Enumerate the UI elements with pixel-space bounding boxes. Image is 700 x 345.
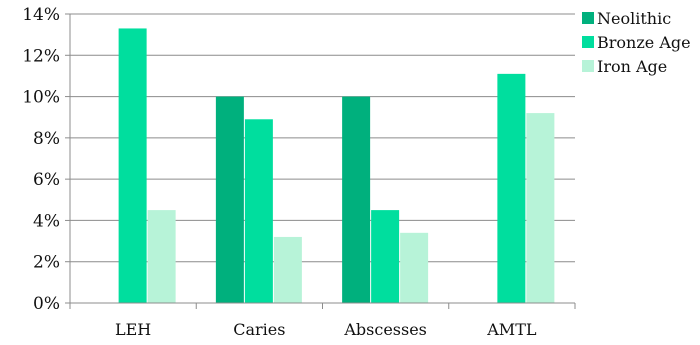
axis-labels: 0% 2% 4% 6% 8% 10% 12% 14% LEH Caries Abscesses AMT… [22, 5, 537, 339]
y-tick-label: 10% [22, 88, 60, 108]
bar-iron-age-abscesses [400, 232, 429, 303]
legend-swatch [582, 60, 594, 72]
y-tick-label: 12% [22, 46, 60, 66]
y-tick-label: 0% [33, 294, 60, 314]
bar-bronze-age-leh [118, 28, 147, 303]
y-tick-label: 6% [33, 170, 60, 190]
legend-label: Iron Age [597, 57, 667, 76]
bar-neolithic-abscesses [342, 96, 371, 303]
bar-iron-age-leh [147, 210, 176, 303]
bar-iron-age-amtl [526, 113, 555, 303]
x-category-label: LEH [115, 320, 151, 339]
legend: Neolithic Bronze Age Iron Age [582, 9, 691, 76]
bar-bronze-age-caries [244, 119, 273, 304]
legend-label: Bronze Age [597, 33, 691, 52]
bar-neolithic-caries [215, 96, 244, 303]
bar-bronze-age-abscesses [371, 210, 400, 303]
y-tick-label: 8% [33, 129, 60, 149]
legend-swatch [582, 12, 594, 24]
bars [118, 28, 555, 304]
y-tick-label: 2% [33, 253, 60, 273]
legend-label: Neolithic [597, 9, 671, 28]
legend-swatch [582, 36, 594, 48]
axes [65, 13, 576, 309]
x-category-label: AMTL [486, 320, 537, 339]
x-category-label: Abscesses [343, 320, 427, 339]
bar-bronze-age-amtl [497, 73, 526, 303]
bar-iron-age-caries [273, 236, 302, 303]
x-category-label: Caries [233, 320, 285, 339]
y-tick-label: 14% [22, 5, 60, 25]
y-tick-label: 4% [33, 211, 60, 231]
